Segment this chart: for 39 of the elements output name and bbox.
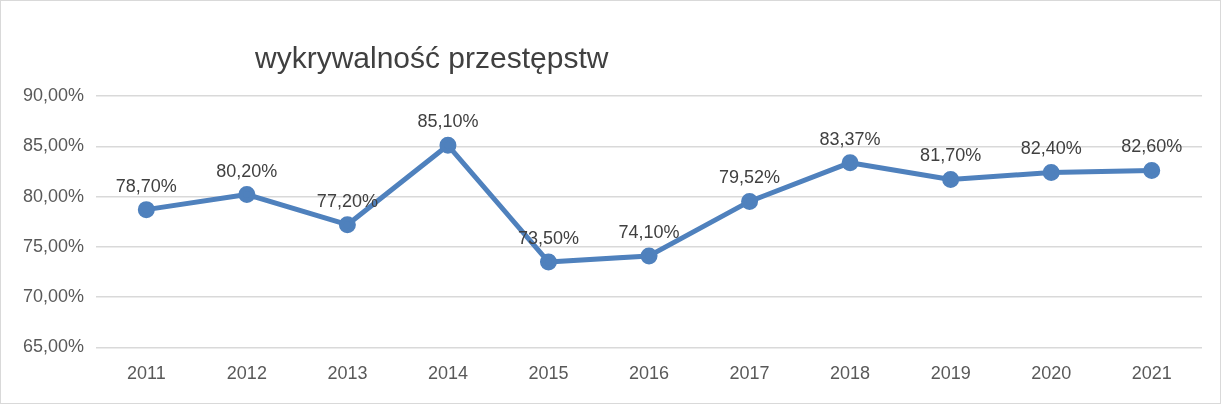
point xyxy=(942,170,960,188)
x-tick-label: 2017 xyxy=(729,363,770,384)
point xyxy=(137,201,155,219)
point xyxy=(539,253,557,271)
x-tick-label: 2014 xyxy=(427,363,468,384)
point xyxy=(238,186,256,204)
data-label: 80,20% xyxy=(216,160,278,181)
x-tick-label: 2021 xyxy=(1131,363,1172,384)
data-label: 77,20% xyxy=(316,190,378,211)
y-tick-label: 70,00% xyxy=(22,286,85,307)
data-label: 81,70% xyxy=(920,145,982,166)
point xyxy=(841,154,859,172)
point xyxy=(741,192,759,210)
x-tick-label: 2018 xyxy=(830,363,871,384)
point xyxy=(640,247,658,265)
y-tick-label: 85,00% xyxy=(22,135,85,156)
point xyxy=(1143,161,1161,179)
data-label: 74,10% xyxy=(618,221,680,242)
y-tick-label: 90,00% xyxy=(22,84,85,105)
x-tick-label: 2012 xyxy=(226,363,267,384)
data-label: 79,52% xyxy=(719,167,781,188)
point xyxy=(338,216,356,234)
point xyxy=(1042,163,1060,181)
data-label: 78,70% xyxy=(115,175,177,196)
x-tick-label: 2016 xyxy=(629,363,670,384)
data-label: 85,10% xyxy=(417,111,479,132)
x-tick-label: 2013 xyxy=(327,363,368,384)
y-tick-label: 80,00% xyxy=(22,185,85,206)
x-tick-label: 2019 xyxy=(930,363,971,384)
chart-title: wykrywalność przestępstw xyxy=(255,41,609,75)
y-tick-label: 65,00% xyxy=(22,336,85,357)
data-label: 82,60% xyxy=(1121,136,1183,157)
data-label: 83,37% xyxy=(819,128,881,149)
data-label: 82,40% xyxy=(1020,138,1082,159)
x-tick-label: 2015 xyxy=(528,363,569,384)
y-tick-label: 75,00% xyxy=(22,235,85,256)
point xyxy=(439,136,457,154)
x-tick-label: 2011 xyxy=(126,363,166,384)
x-tick-label: 2020 xyxy=(1031,363,1072,384)
